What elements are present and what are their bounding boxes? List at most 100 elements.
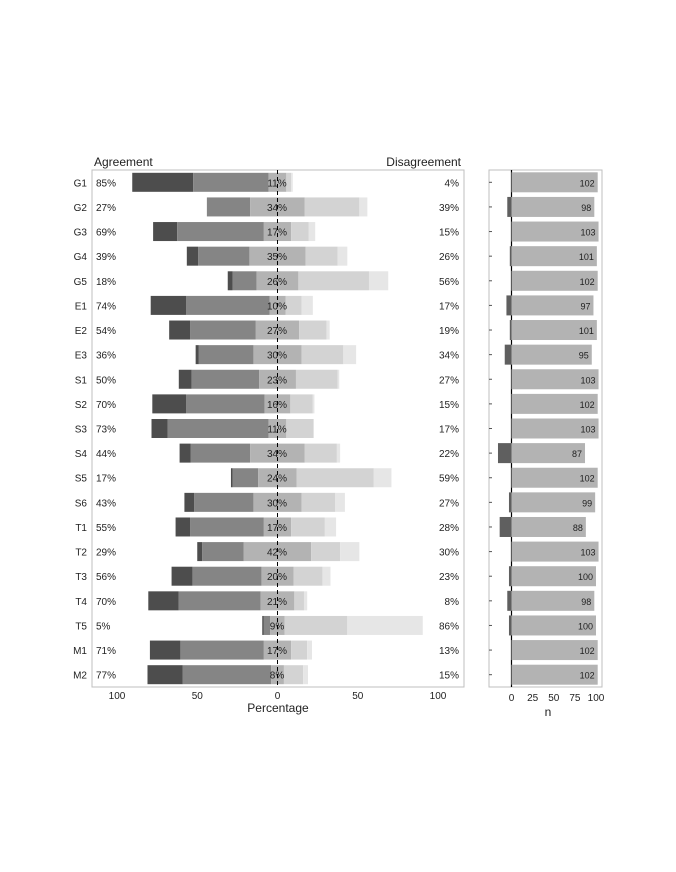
missing-bar-g2 — [507, 196, 512, 217]
likert-x-ticks: 100 50 0 50 100 — [109, 691, 447, 702]
disagree-pct-s6: 27% — [439, 498, 459, 509]
bar-g5-disagree — [298, 271, 369, 291]
count-value-g1: 102 — [580, 178, 595, 188]
bar-s6-disagree — [301, 492, 336, 512]
neutral-pct-g1: 11% — [267, 178, 286, 189]
disagree-pct-g4: 26% — [439, 252, 459, 263]
bar-s5-strongly-agree — [230, 468, 233, 488]
bar-t4-strongly-disagree — [303, 591, 308, 611]
count-value-t4: 98 — [581, 597, 591, 607]
likert-panel: Agreement Disagreement G1 85% 11% 4% G2 27% 34… — [73, 155, 465, 715]
count-bar-s4 — [511, 443, 586, 464]
bar-s4-agree — [190, 443, 251, 463]
bar-g5-strongly-disagree — [368, 271, 389, 291]
bar-g1-disagree — [286, 172, 292, 192]
bar-t1-strongly-disagree — [324, 517, 337, 537]
bar-g1-strongly-disagree — [291, 172, 293, 192]
count-tick-label: 0 — [509, 693, 515, 704]
count-value-m1: 102 — [580, 646, 595, 656]
agree-pct-g2: 27% — [96, 203, 116, 214]
bar-t4-agree — [178, 591, 261, 611]
likert-tick-label: 100 — [430, 691, 447, 702]
bar-m1-strongly-disagree — [307, 640, 313, 660]
count-tick-label: 75 — [569, 693, 581, 704]
bar-g5-agree — [232, 271, 257, 291]
item-label-g2: G2 — [74, 203, 88, 214]
count-bar-m1 — [511, 640, 598, 661]
count-bar-s3 — [511, 418, 599, 439]
bar-t2-agree — [202, 542, 244, 562]
item-label-m2: M2 — [73, 671, 87, 682]
bar-m1-disagree — [291, 640, 308, 660]
count-panel: 102 98 103 101 102 97 101 95 103 102 103 87 102 99 88 1… — [488, 169, 605, 719]
bar-m1-strongly-agree — [149, 640, 181, 660]
likert-tick-label: 50 — [352, 691, 364, 702]
disagree-pct-g3: 15% — [439, 228, 459, 239]
count-value-e2: 101 — [579, 326, 594, 336]
bar-e2-disagree — [299, 320, 327, 340]
neutral-pct-s2: 16% — [267, 400, 287, 411]
bar-m1-agree — [180, 640, 264, 660]
count-value-m2: 102 — [580, 671, 595, 681]
bar-e3-strongly-disagree — [343, 345, 357, 365]
bar-s1-strongly-disagree — [337, 369, 340, 389]
bar-t5-disagree — [284, 615, 348, 635]
count-bar-s1 — [511, 369, 599, 390]
bar-s3-disagree — [286, 419, 314, 438]
count-bar-g1 — [511, 172, 598, 193]
count-bar-g4 — [511, 246, 597, 267]
item-label-t5: T5 — [75, 621, 87, 632]
disagree-pct-g5: 56% — [439, 277, 459, 288]
bar-s4-strongly-disagree — [336, 443, 341, 463]
neutral-pct-t2: 42% — [267, 548, 287, 559]
disagree-pct-t2: 30% — [439, 548, 459, 559]
bar-t3-agree — [192, 566, 262, 586]
item-label-t4: T4 — [75, 597, 87, 608]
count-value-e3: 95 — [579, 351, 589, 361]
bar-m1-neutral — [263, 640, 292, 660]
bar-s5-neutral — [258, 468, 297, 488]
bar-s5-disagree — [296, 468, 374, 488]
disagree-pct-g2: 39% — [439, 203, 459, 214]
bar-e3-agree — [198, 345, 254, 365]
item-label-s3: S3 — [75, 425, 88, 436]
agree-pct-s6: 43% — [96, 498, 116, 509]
item-label-s5: S5 — [75, 474, 88, 485]
bar-t3-strongly-disagree — [322, 566, 331, 586]
bar-t4-strongly-agree — [148, 591, 179, 611]
item-label-s2: S2 — [75, 400, 88, 411]
missing-bar-t1 — [499, 516, 512, 537]
count-bar-g5 — [511, 270, 598, 291]
agree-pct-s1: 50% — [96, 375, 116, 386]
bar-g1-strongly-agree — [132, 172, 194, 192]
disagree-pct-e2: 19% — [439, 326, 459, 337]
disagree-pct-e1: 17% — [439, 301, 459, 312]
missing-bar-s4 — [497, 443, 512, 464]
agree-pct-g4: 39% — [96, 252, 116, 263]
bar-s1-agree — [191, 369, 260, 389]
count-value-e1: 97 — [580, 301, 590, 311]
agree-pct-e1: 74% — [96, 301, 116, 312]
missing-bar-s6 — [508, 492, 512, 513]
bar-s5-agree — [232, 468, 259, 488]
missing-bar-t3 — [508, 566, 512, 587]
disagree-pct-s2: 15% — [439, 400, 459, 411]
count-tick-label: 100 — [588, 693, 605, 704]
bar-g5-neutral — [256, 271, 299, 291]
agree-pct-s4: 44% — [96, 449, 116, 460]
count-x-ticks: 0 25 50 75 100 — [509, 693, 605, 704]
bar-s4-disagree — [304, 443, 337, 463]
item-label-e3: E3 — [75, 351, 88, 362]
bar-t1-neutral — [263, 517, 292, 537]
neutral-pct-t4: 21% — [267, 597, 287, 608]
bar-g1-neutral — [268, 172, 287, 192]
agree-pct-s3: 73% — [96, 425, 116, 436]
bar-g2-disagree — [304, 197, 360, 217]
bar-m2-agree — [182, 665, 272, 685]
agreement-heading: Agreement — [94, 155, 153, 169]
disagree-pct-e3: 34% — [439, 351, 459, 362]
bar-t4-disagree — [294, 591, 304, 611]
bar-g3-strongly-agree — [153, 222, 178, 242]
agree-pct-s2: 70% — [96, 400, 116, 411]
bar-g4-disagree — [305, 246, 338, 266]
